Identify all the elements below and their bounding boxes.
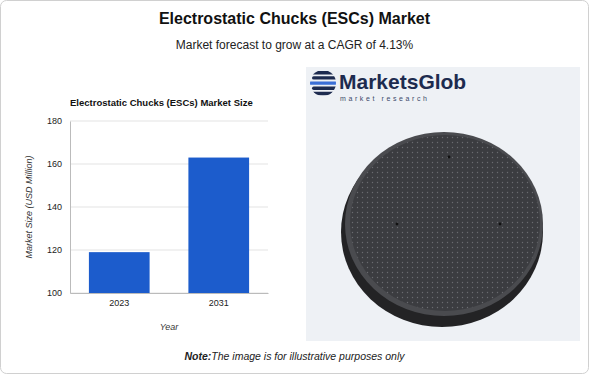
bars [89,158,249,293]
x-axis: 2023 2031 [71,293,269,308]
note: Note:The image is for illustrative purpo… [184,350,405,362]
grid-line [70,121,268,122]
y-axis-title: Market Size (USD Million) [24,155,34,258]
illustration: MarketsGlob market research [306,67,580,341]
y-tick-label: 160 [47,159,62,169]
y-tick-label: 100 [47,288,62,298]
x-axis-line [71,293,269,294]
logo-stripe [312,87,342,90]
logo-stripe [312,76,342,79]
y-tick: 160 [47,159,70,169]
bar [188,158,249,293]
note-label: Note: [184,350,211,362]
y-axis-line [70,122,71,294]
note-text: The image is for illustrative purposes o… [211,350,405,362]
logo-stripe [308,92,338,95]
page-title: Electrostatic Chucks (ESCs) Market [159,10,431,27]
x-tick: 2023 [109,293,129,308]
y-tick-label: 140 [47,202,62,212]
chuck-hole [499,223,502,226]
y-tick-label: 120 [47,245,62,255]
illustration-background [306,67,580,341]
chuck-face [350,135,540,311]
x-tick: 2031 [209,293,229,308]
y-axis: 100 120 140 160 180 [47,116,71,298]
logo-stripe [308,71,338,74]
chart-title: Electrostatic Chucks (ESCs) Market Size [70,97,253,108]
chuck-hole [448,156,451,159]
page: Electrostatic Chucks (ESCs) Market Market… [0,0,589,374]
y-tick: 140 [47,202,70,212]
chuck-hole [396,223,399,226]
y-tick-label: 180 [47,116,62,126]
logo-tagline: market research [340,95,430,102]
page-subtitle: Market forecast to grow at a CAGR of 4.1… [176,38,414,52]
logo-icon [308,71,342,95]
y-tick: 100 [47,288,70,298]
bar [89,252,150,293]
x-tick-label: 2031 [209,298,229,308]
chuck-rim [345,132,543,316]
logo-stripe [308,81,338,84]
y-tick: 120 [47,245,70,255]
canvas: Electrostatic Chucks (ESCs) Market Market… [0,0,589,374]
x-axis-title: Year [160,322,180,332]
frame [1,1,589,374]
x-tick-label: 2023 [109,298,129,308]
y-tick: 180 [47,116,70,126]
grid [70,121,268,293]
logo-text: MarketsGlob [339,70,466,93]
